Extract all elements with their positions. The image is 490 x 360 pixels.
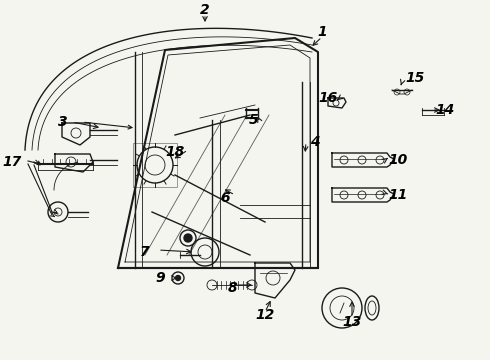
Text: 10: 10: [388, 153, 407, 167]
Text: 1: 1: [317, 25, 327, 39]
Text: 5: 5: [248, 113, 258, 127]
Text: 18: 18: [166, 145, 185, 159]
Text: 11: 11: [388, 188, 407, 202]
Text: 14: 14: [435, 103, 454, 117]
Text: 2: 2: [200, 3, 210, 17]
Text: 3: 3: [58, 115, 68, 129]
Text: 16: 16: [319, 91, 338, 105]
Text: 6: 6: [220, 191, 230, 205]
Text: 15: 15: [405, 71, 424, 85]
Text: 7: 7: [140, 245, 150, 259]
Circle shape: [175, 275, 180, 280]
Text: 17: 17: [3, 155, 22, 169]
Text: 13: 13: [343, 315, 362, 329]
Text: 4: 4: [310, 135, 319, 149]
Text: 12: 12: [255, 308, 274, 322]
Text: 9: 9: [155, 271, 165, 285]
Circle shape: [184, 234, 192, 242]
Text: 8: 8: [228, 281, 238, 295]
